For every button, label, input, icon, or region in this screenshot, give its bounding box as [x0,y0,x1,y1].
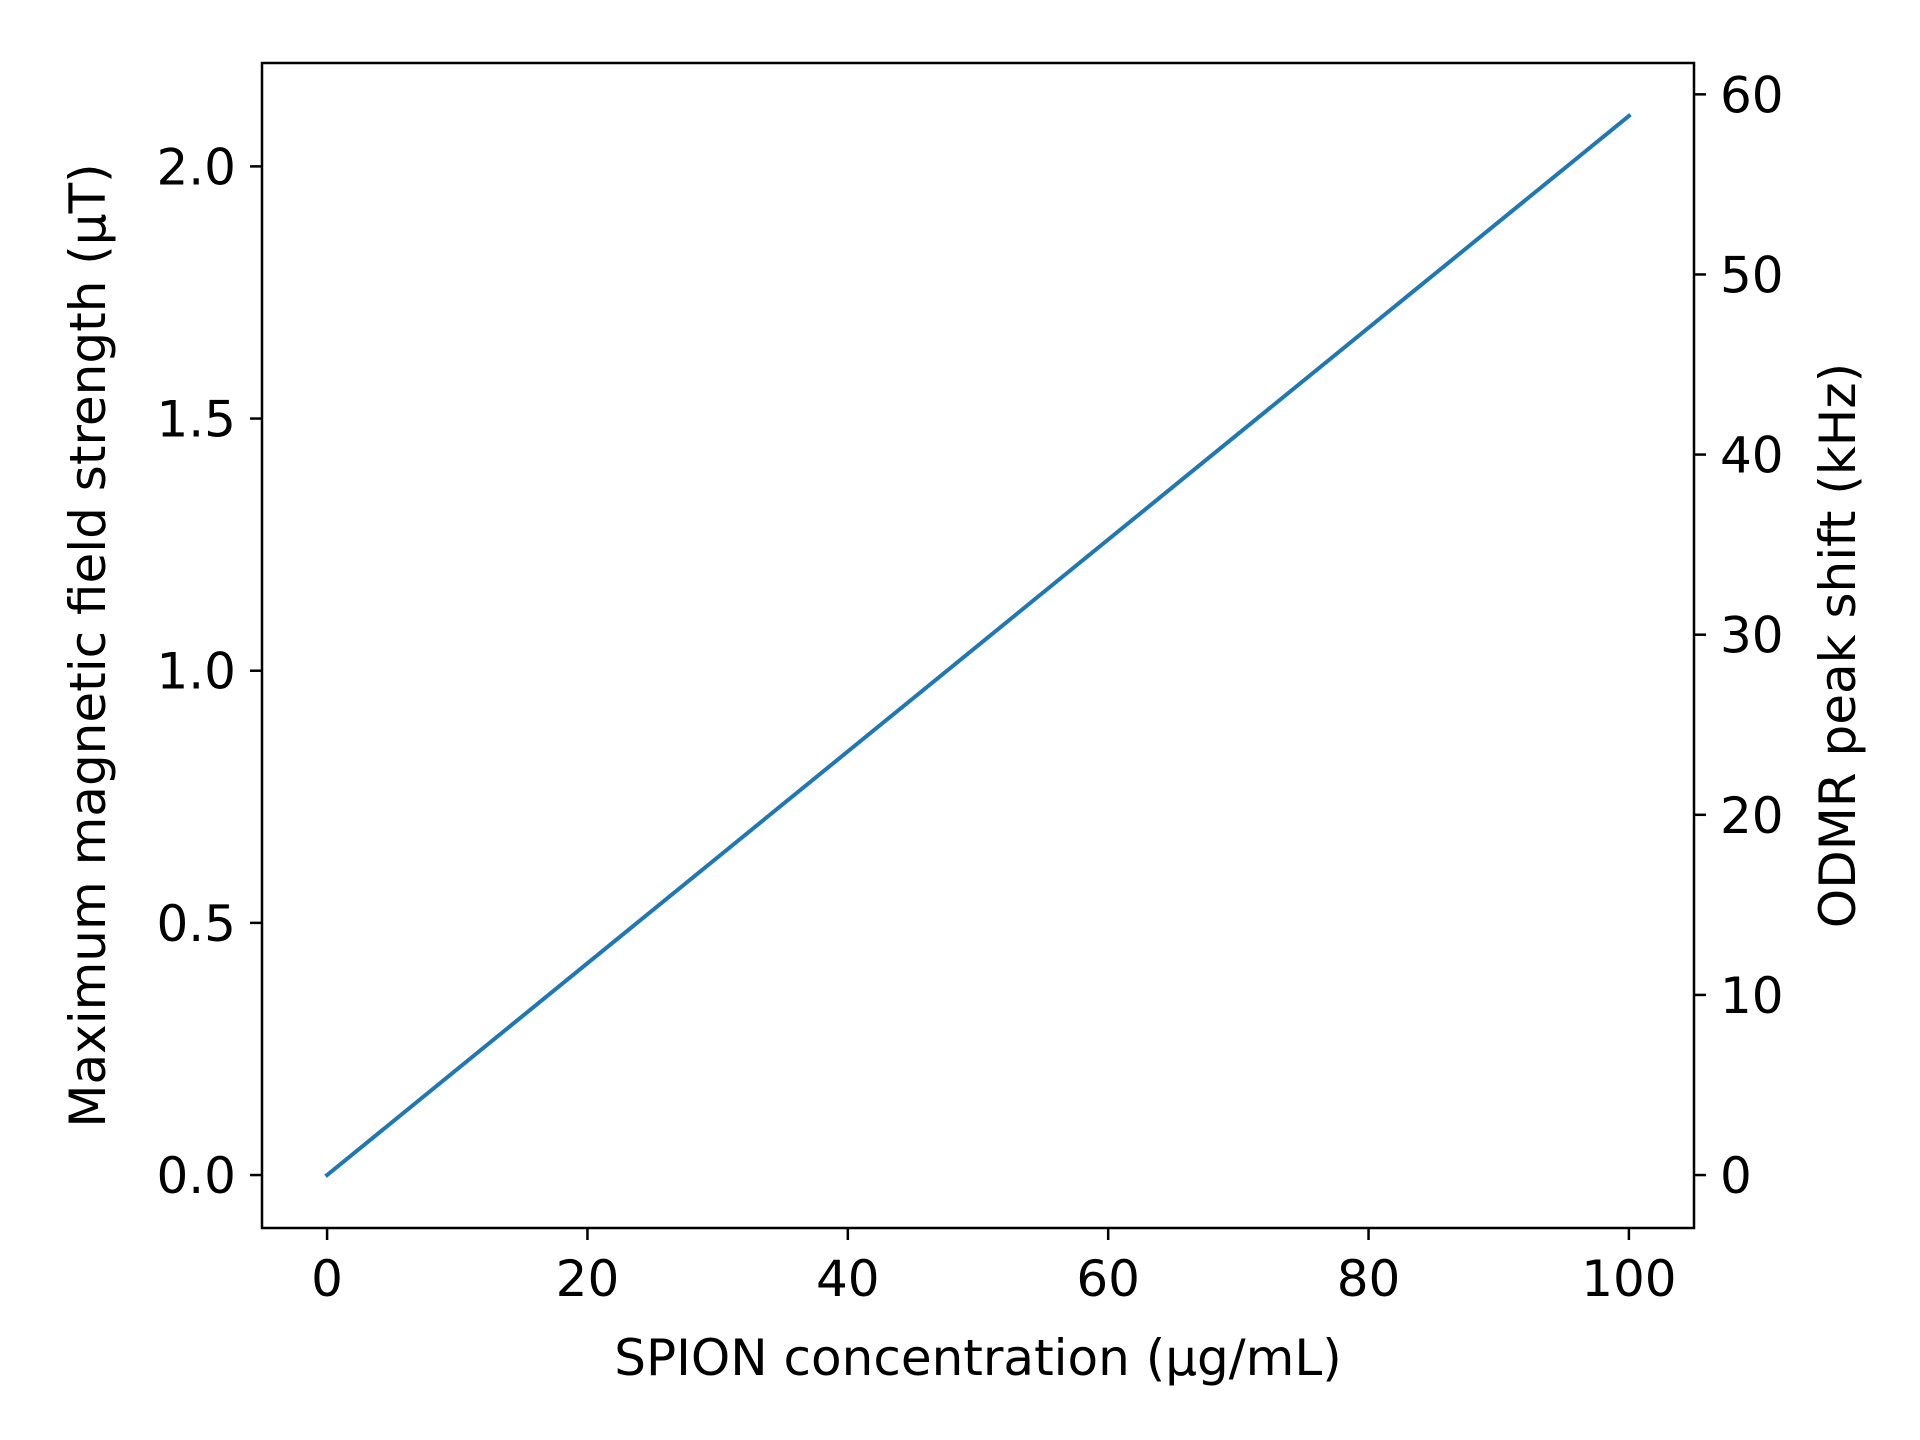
x-tick-label: 100 [1581,1250,1676,1308]
y2-tick-label: 30 [1720,607,1784,665]
series-line-0 [324,113,1632,1178]
y2-tick-label: 60 [1720,66,1784,124]
y-tick-label: 0.0 [156,1147,236,1205]
y2-tick-label: 40 [1720,427,1784,485]
y2-tick-label: 50 [1720,246,1784,304]
x-tick-label: 80 [1337,1250,1401,1308]
y-axis-title-right: ODMR peak shift (kHz) [1809,363,1867,928]
x-axis-title: SPION concentration (µg/mL) [614,1329,1341,1387]
x-tick-label: 20 [556,1250,620,1308]
x-tick-label: 0 [311,1250,343,1308]
x-tick-label: 60 [1076,1250,1140,1308]
y-tick-label: 1.0 [156,643,236,701]
y2-tick-label: 10 [1720,967,1784,1025]
y-tick-label: 0.5 [156,895,236,953]
y2-tick-label: 20 [1720,787,1784,845]
series-layer [324,113,1632,1178]
y2-tick-label: 0 [1720,1147,1752,1205]
x-tick-label: 40 [816,1250,880,1308]
y-tick-label: 2.0 [156,138,236,196]
y-axis-title-left: Maximum magnetic field strength (µT) [59,163,117,1127]
plot-frame [260,61,1696,1230]
y-tick-label: 1.5 [156,391,236,449]
y-axis-left: 0.0 0.5 1.0 1.5 2.0 [156,138,262,1205]
x-axis: 0 20 40 60 80 100 [311,1228,1677,1308]
y-axis-right: 0 10 20 30 40 50 60 [1694,66,1784,1205]
